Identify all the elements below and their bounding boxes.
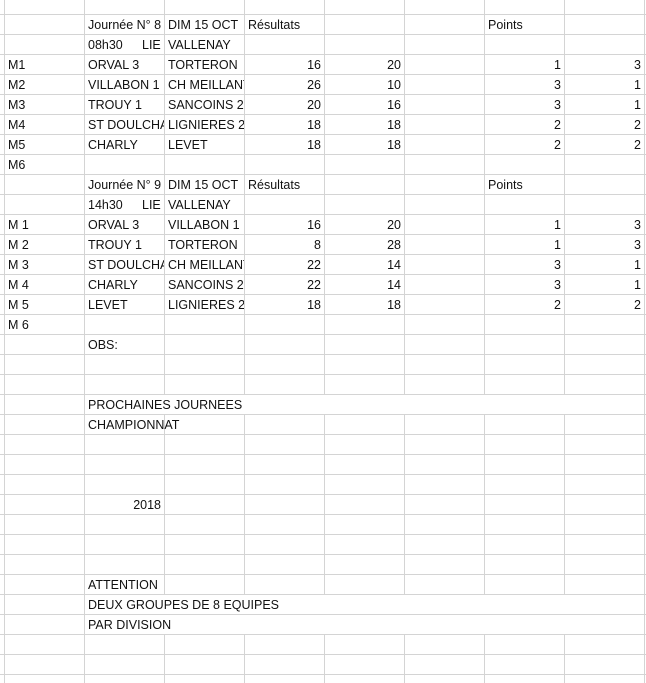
cell-r11-c1[interactable]: M 1 [8, 218, 29, 232]
cell-r9-c7[interactable]: Points [488, 178, 523, 192]
cell-r25-c2[interactable]: 2018 [133, 498, 161, 512]
cell-r21-c2[interactable]: CHAMPIONNAT [88, 418, 180, 432]
cell-r4-c8[interactable]: 1 [634, 78, 641, 92]
cell-r12-c7[interactable]: 1 [554, 238, 561, 252]
cell-r15-c1[interactable]: M 5 [8, 298, 29, 312]
cell-r1-c2[interactable]: Journée N° 8 [88, 18, 162, 32]
cell-r4-c4[interactable]: 26 [307, 78, 321, 92]
cell-r11-c5[interactable]: 20 [387, 218, 401, 232]
cell-r3-c4[interactable]: 16 [307, 58, 321, 72]
cell-r3-c1[interactable]: M1 [8, 58, 26, 72]
cell-r17-c2[interactable]: OBS: [88, 338, 118, 352]
cell-r1-c3[interactable]: DIM 15 OCT [168, 18, 239, 32]
cell-r5-c1[interactable]: M3 [8, 98, 26, 112]
cell-r2-c3[interactable]: VALLENAY [168, 38, 231, 52]
cell-r1-c4[interactable]: Résultats [248, 18, 301, 32]
cell-r3-c5[interactable]: 20 [387, 58, 401, 72]
cell-r5-c7[interactable]: 3 [554, 98, 561, 112]
cell-r4-c2[interactable]: VILLABON 1 [88, 78, 160, 92]
cell-r13-c1[interactable]: M 3 [8, 258, 29, 272]
cell-r4-c1[interactable]: M2 [8, 78, 26, 92]
cell-r4-c3[interactable]: CH MEILLANT [168, 78, 244, 92]
cell-r5-c8[interactable]: 1 [634, 98, 641, 112]
cell-r14-c3[interactable]: SANCOINS 2 [168, 278, 244, 292]
cell-r13-c8[interactable]: 1 [634, 258, 641, 272]
cell-r7-c5[interactable]: 18 [387, 138, 401, 152]
cell-r5-c2[interactable]: TROUY 1 [88, 98, 142, 112]
cell-r12-c8[interactable]: 3 [634, 238, 641, 252]
cell-r13-c7[interactable]: 3 [554, 258, 561, 272]
cell-r12-c5[interactable]: 28 [387, 238, 401, 252]
cell-r3-c2[interactable]: ORVAL 3 [88, 58, 140, 72]
cell-r15-c5[interactable]: 18 [387, 298, 401, 312]
cell-r14-c1[interactable]: M 4 [8, 278, 29, 292]
cell-r14-c7[interactable]: 3 [554, 278, 561, 292]
cell-r6-c5[interactable]: 18 [387, 118, 401, 132]
cell-r8-c1[interactable]: M6 [8, 158, 26, 172]
cell-r4-c5[interactable]: 10 [387, 78, 401, 92]
cell-r1-c7[interactable]: Points [488, 18, 523, 32]
cell-r3-c8[interactable]: 3 [634, 58, 641, 72]
cell-r9-c4[interactable]: Résultats [248, 178, 301, 192]
cell-r4-c7[interactable]: 3 [554, 78, 561, 92]
cell-r7-c7[interactable]: 2 [554, 138, 561, 152]
cell-r13-c5[interactable]: 14 [387, 258, 401, 272]
cell-r9-c3[interactable]: DIM 15 OCT [168, 178, 239, 192]
cell-r6-c2[interactable]: ST DOULCHARD [88, 118, 164, 132]
cell-r10-c3[interactable]: VALLENAY [168, 198, 231, 212]
cell-r6-c1[interactable]: M4 [8, 118, 26, 132]
cell-r14-c8[interactable]: 1 [634, 278, 641, 292]
cell-r7-c1[interactable]: M5 [8, 138, 26, 152]
cell-r12-c1[interactable]: M 2 [8, 238, 29, 252]
cell-r3-c7[interactable]: 1 [554, 58, 561, 72]
lieu-label: LIE [142, 198, 161, 212]
cell-r2-c2[interactable]: 08h30 [88, 38, 123, 52]
cell-r15-c7[interactable]: 2 [554, 298, 561, 312]
cell-r5-c3[interactable]: SANCOINS 2 [168, 98, 244, 112]
cell-r13-c2[interactable]: ST DOULCHARD [88, 258, 164, 272]
cell-r11-c8[interactable]: 3 [634, 218, 641, 232]
cell-r9-c2[interactable]: Journée N° 9 [88, 178, 162, 192]
cell-r30-c2[interactable]: DEUX GROUPES DE 8 EQUIPES [85, 595, 644, 614]
cell-r14-c5[interactable]: 14 [387, 278, 401, 292]
cell-r16-c1[interactable]: M 6 [8, 318, 29, 332]
cell-r7-c4[interactable]: 18 [307, 138, 321, 152]
cell-r6-c3[interactable]: LIGNIERES 2 [168, 118, 244, 132]
cell-r7-c8[interactable]: 2 [634, 138, 641, 152]
cell-r12-c4[interactable]: 8 [314, 238, 321, 252]
cell-r14-c4[interactable]: 22 [307, 278, 321, 292]
cell-r20-c2[interactable]: PROCHAINES JOURNEES [85, 395, 644, 414]
cell-r5-c5[interactable]: 16 [387, 98, 401, 112]
cell-r15-c3[interactable]: LIGNIERES 2 [168, 298, 244, 312]
cell-r12-c2[interactable]: TROUY 1 [88, 238, 142, 252]
cell-r7-c2[interactable]: CHARLY [88, 138, 138, 152]
cell-r3-c3[interactable]: TORTERON [168, 58, 238, 72]
cell-r13-c4[interactable]: 22 [307, 258, 321, 272]
cell-r6-c7[interactable]: 2 [554, 118, 561, 132]
cell-r11-c7[interactable]: 1 [554, 218, 561, 232]
cell-r7-c3[interactable]: LEVET [168, 138, 208, 152]
cell-r14-c2[interactable]: CHARLY [88, 278, 138, 292]
cell-r6-c4[interactable]: 18 [307, 118, 321, 132]
cell-r11-c3[interactable]: VILLABON 1 [168, 218, 240, 232]
cell-r5-c4[interactable]: 20 [307, 98, 321, 112]
cell-r15-c8[interactable]: 2 [634, 298, 641, 312]
cell-r11-c2[interactable]: ORVAL 3 [88, 218, 140, 232]
cell-r31-c2[interactable]: PAR DIVISION [85, 615, 644, 634]
cell-r11-c4[interactable]: 16 [307, 218, 321, 232]
lieu-label: LIE [142, 38, 161, 52]
cell-r29-c2[interactable]: ATTENTION [88, 578, 158, 592]
cell-r10-c2[interactable]: 14h30 [88, 198, 123, 212]
cell-r13-c3[interactable]: CH MEILLANT [168, 258, 244, 272]
cell-r15-c4[interactable]: 18 [307, 298, 321, 312]
cell-r15-c2[interactable]: LEVET [88, 298, 128, 312]
cell-r12-c3[interactable]: TORTERON [168, 238, 238, 252]
cell-r6-c8[interactable]: 2 [634, 118, 641, 132]
